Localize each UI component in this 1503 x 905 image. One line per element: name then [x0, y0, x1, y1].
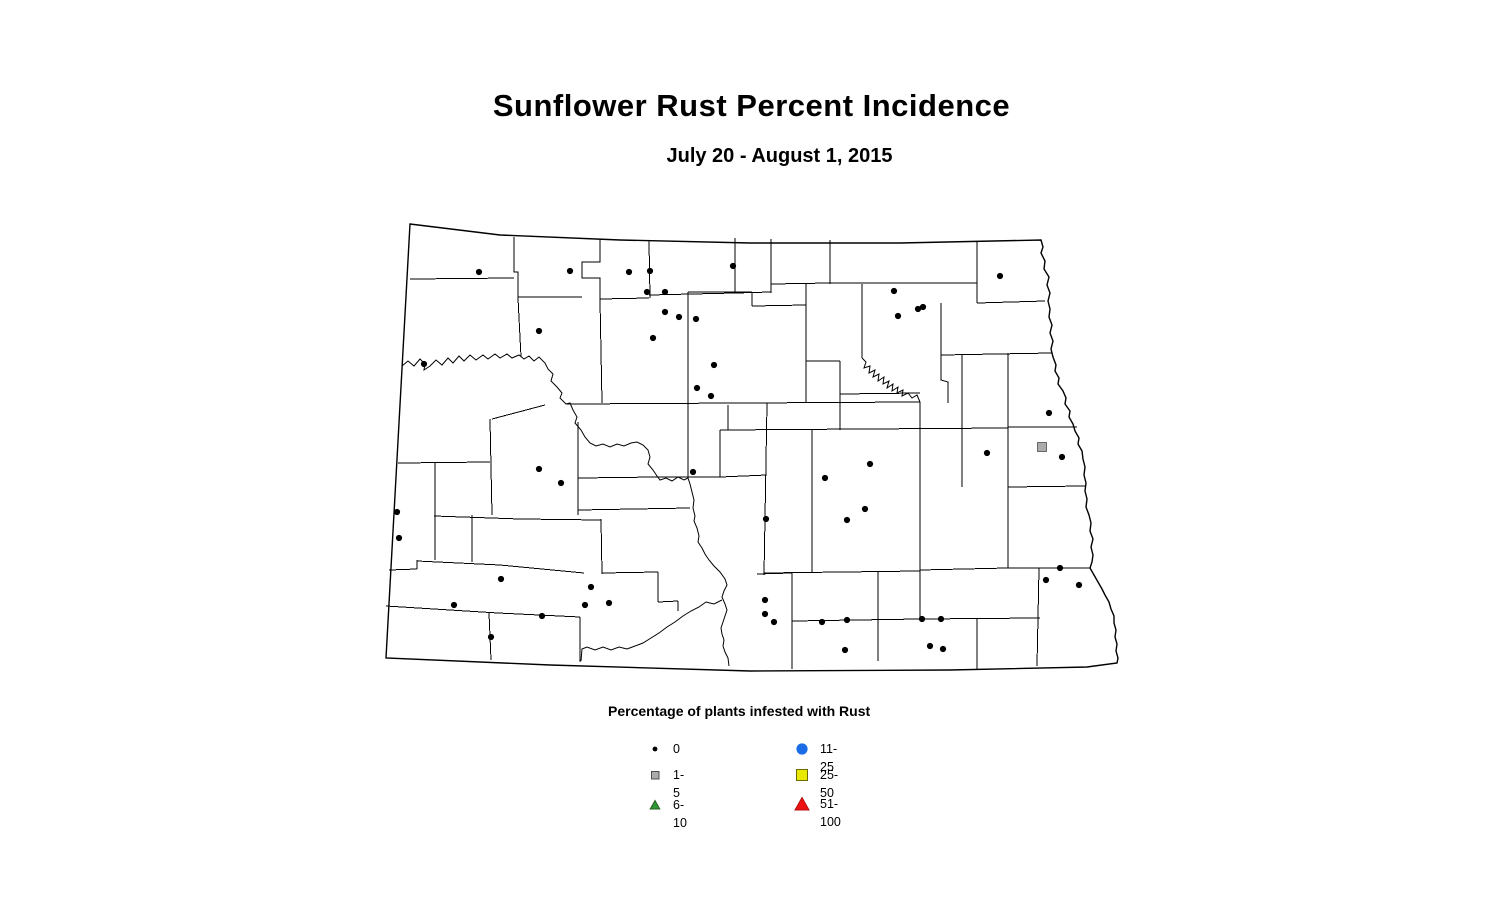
map-point-small-black-dot: [535, 327, 543, 335]
blue-circle-icon: [796, 743, 808, 755]
cannonball-river-boundary: [580, 599, 723, 662]
map-point-small-black-dot: [861, 505, 869, 513]
map-point-small-black-dot: [693, 384, 701, 392]
map-point-small-black-dot: [1042, 576, 1050, 584]
river-boundaries: [401, 353, 921, 667]
map-point-small-black-dot: [587, 583, 595, 591]
map-point-small-black-dot: [538, 612, 546, 620]
legend-label: 0: [673, 742, 680, 756]
chart-title: Sunflower Rust Percent Incidence: [492, 88, 1011, 123]
map-point-small-black-dot: [643, 288, 651, 296]
map-point-small-black-dot: [770, 618, 778, 626]
map-point-small-black-dot: [1075, 581, 1083, 589]
green-triangle-icon: [649, 799, 661, 810]
map-point-small-black-dot: [566, 267, 574, 275]
map-points: [393, 262, 1083, 654]
map-point-small-black-dot: [692, 315, 700, 323]
map-point-small-black-dot: [395, 534, 403, 542]
legend-heading: Percentage of plants infested with Rust: [608, 703, 871, 719]
map-point-small-black-dot: [497, 575, 505, 583]
legend-label: 6-10: [673, 798, 687, 830]
map-point-small-black-dot: [710, 361, 718, 369]
map-point-small-black-dot: [866, 460, 874, 468]
map-point-small-black-dot: [605, 599, 613, 607]
red-triangle-icon: [794, 796, 810, 811]
map-point-small-black-dot: [762, 515, 770, 523]
map-point-small-black-dot: [420, 360, 428, 368]
map-point-small-black-dot: [625, 268, 633, 276]
map-point-small-black-dot: [707, 392, 715, 400]
map-point-small-black-dot: [914, 305, 922, 313]
map-point-small-black-dot: [1058, 453, 1066, 461]
map-point-small-black-dot: [761, 596, 769, 604]
map-point-small-black-dot: [475, 268, 483, 276]
map-point-small-black-dot: [983, 449, 991, 457]
map-point-small-black-dot: [393, 508, 401, 516]
map-point-small-black-dot: [661, 288, 669, 296]
map-point-small-black-dot: [675, 313, 683, 321]
map-point-small-black-dot: [689, 468, 697, 476]
map-point-small-black-dot: [761, 610, 769, 618]
map-point-small-black-dot: [919, 303, 927, 311]
devils-lake-boundary: [861, 357, 921, 403]
map-point-small-black-dot: [937, 615, 945, 623]
map-point-small-black-dot: [996, 272, 1004, 280]
map-point-small-black-dot: [843, 616, 851, 624]
map-point-small-black-dot: [487, 633, 495, 641]
map-point-small-black-dot: [535, 465, 543, 473]
map-point-small-black-dot: [646, 267, 654, 275]
map-point-small-black-dot: [926, 642, 934, 650]
map-point-small-black-dot: [557, 479, 565, 487]
map-point-small-black-dot: [729, 262, 737, 270]
map-point-small-black-dot: [649, 334, 657, 342]
missouri-river-boundary: [401, 353, 730, 667]
map-point-small-black-dot: [661, 308, 669, 316]
map-point-small-black-dot: [843, 516, 851, 524]
map-point-small-black-dot: [841, 646, 849, 654]
map-point-small-black-dot: [918, 615, 926, 623]
map-point-small-black-dot: [821, 474, 829, 482]
black-dot-icon: [652, 746, 658, 752]
legend-label: 25-50: [820, 768, 839, 800]
map-point-small-black-dot: [450, 601, 458, 609]
state-outline: [385, 223, 1119, 672]
map-point-small-black-dot: [818, 618, 826, 626]
legend-label: 51-100: [820, 797, 841, 829]
map-point-small-black-dot: [939, 645, 947, 653]
yellow-square-icon: [796, 769, 808, 781]
map-point-small-black-dot: [894, 312, 902, 320]
county-boundaries: [385, 237, 1090, 669]
gray-square-icon: [651, 771, 660, 780]
map-point-small-black-dot: [1045, 409, 1053, 417]
map-point-gray-square: [1037, 442, 1047, 452]
legend-label: 11-25: [820, 742, 838, 774]
chart-subtitle: July 20 - August 1, 2015: [666, 145, 893, 167]
map-point-small-black-dot: [890, 287, 898, 295]
map-point-small-black-dot: [1056, 564, 1064, 572]
legend-label: 1-5: [673, 768, 685, 800]
map-point-small-black-dot: [581, 601, 589, 609]
